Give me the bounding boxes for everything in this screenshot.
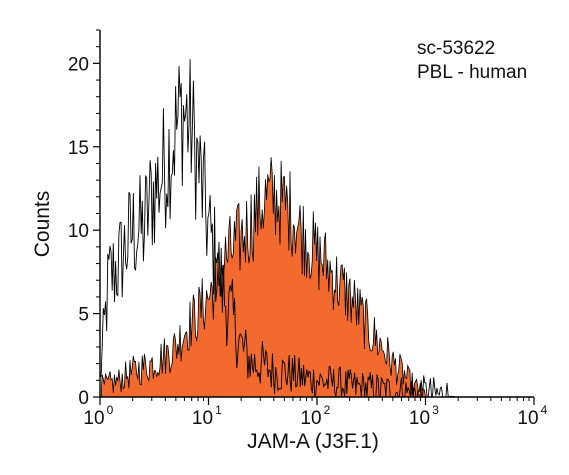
stained-histogram-layer — [100, 157, 426, 399]
stained-histogram-area — [100, 157, 426, 397]
x-tick-exponent: 4 — [541, 403, 548, 417]
y-tick-label: 15 — [68, 138, 89, 159]
y-tick-label: 5 — [78, 305, 89, 326]
x-tick-label: 10 — [83, 408, 104, 429]
axes-layer — [93, 29, 535, 405]
x-tick-exponent: 0 — [107, 403, 114, 417]
y-tick-label: 20 — [68, 54, 89, 75]
x-tick-label: 10 — [300, 408, 321, 429]
x-tick-exponent: 2 — [324, 403, 331, 417]
y-tick-label: 0 — [78, 388, 89, 409]
x-axis-label: JAM-A (J3F.1) — [247, 430, 379, 453]
y-axis-label: Counts — [31, 190, 54, 258]
x-tick-label: 10 — [517, 408, 538, 429]
x-tick-exponent: 3 — [432, 403, 439, 417]
catalog-annotation: sc-53622 — [417, 38, 496, 59]
x-tick-exponent: 1 — [215, 403, 222, 417]
x-tick-label: 10 — [192, 408, 213, 429]
stained-histogram-edge — [100, 157, 426, 399]
sample-annotation: PBL - human — [417, 62, 528, 83]
y-tick-label: 10 — [68, 221, 89, 242]
x-tick-label: 10 — [409, 408, 430, 429]
